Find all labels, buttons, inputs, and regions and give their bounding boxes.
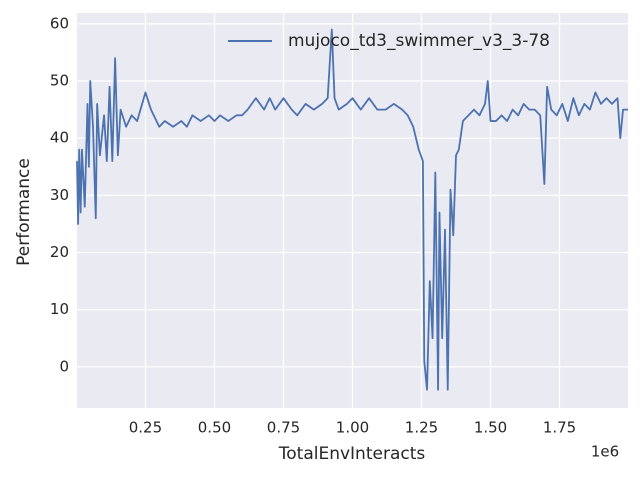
x-tick-label: 0.25	[129, 419, 162, 437]
x-tick-label: 1.25	[405, 419, 438, 437]
line	[76, 28, 628, 391]
x-tick-label: 1.75	[543, 419, 576, 437]
y-tick-label: 60	[50, 14, 69, 32]
x-axis-label: TotalEnvInteracts	[278, 444, 426, 464]
x-tick-label: 0.50	[198, 419, 231, 437]
y-tick-label: 50	[50, 72, 69, 90]
legend-label: mujoco_td3_swimmer_v3_3-78	[288, 31, 550, 51]
x-tick-label: 0.75	[267, 419, 300, 437]
x-offset-label: 1e6	[591, 443, 619, 461]
y-tick-label: 0	[59, 357, 69, 375]
y-tick-label: 20	[50, 243, 69, 261]
y-axis-label: Performance	[14, 158, 34, 266]
y-tick-label: 40	[50, 129, 69, 147]
x-tick-label: 1.00	[336, 419, 369, 437]
x-tick-label: 1.50	[474, 419, 507, 437]
y-tick-label: 10	[50, 300, 69, 318]
y-tick-label: 30	[50, 186, 69, 204]
